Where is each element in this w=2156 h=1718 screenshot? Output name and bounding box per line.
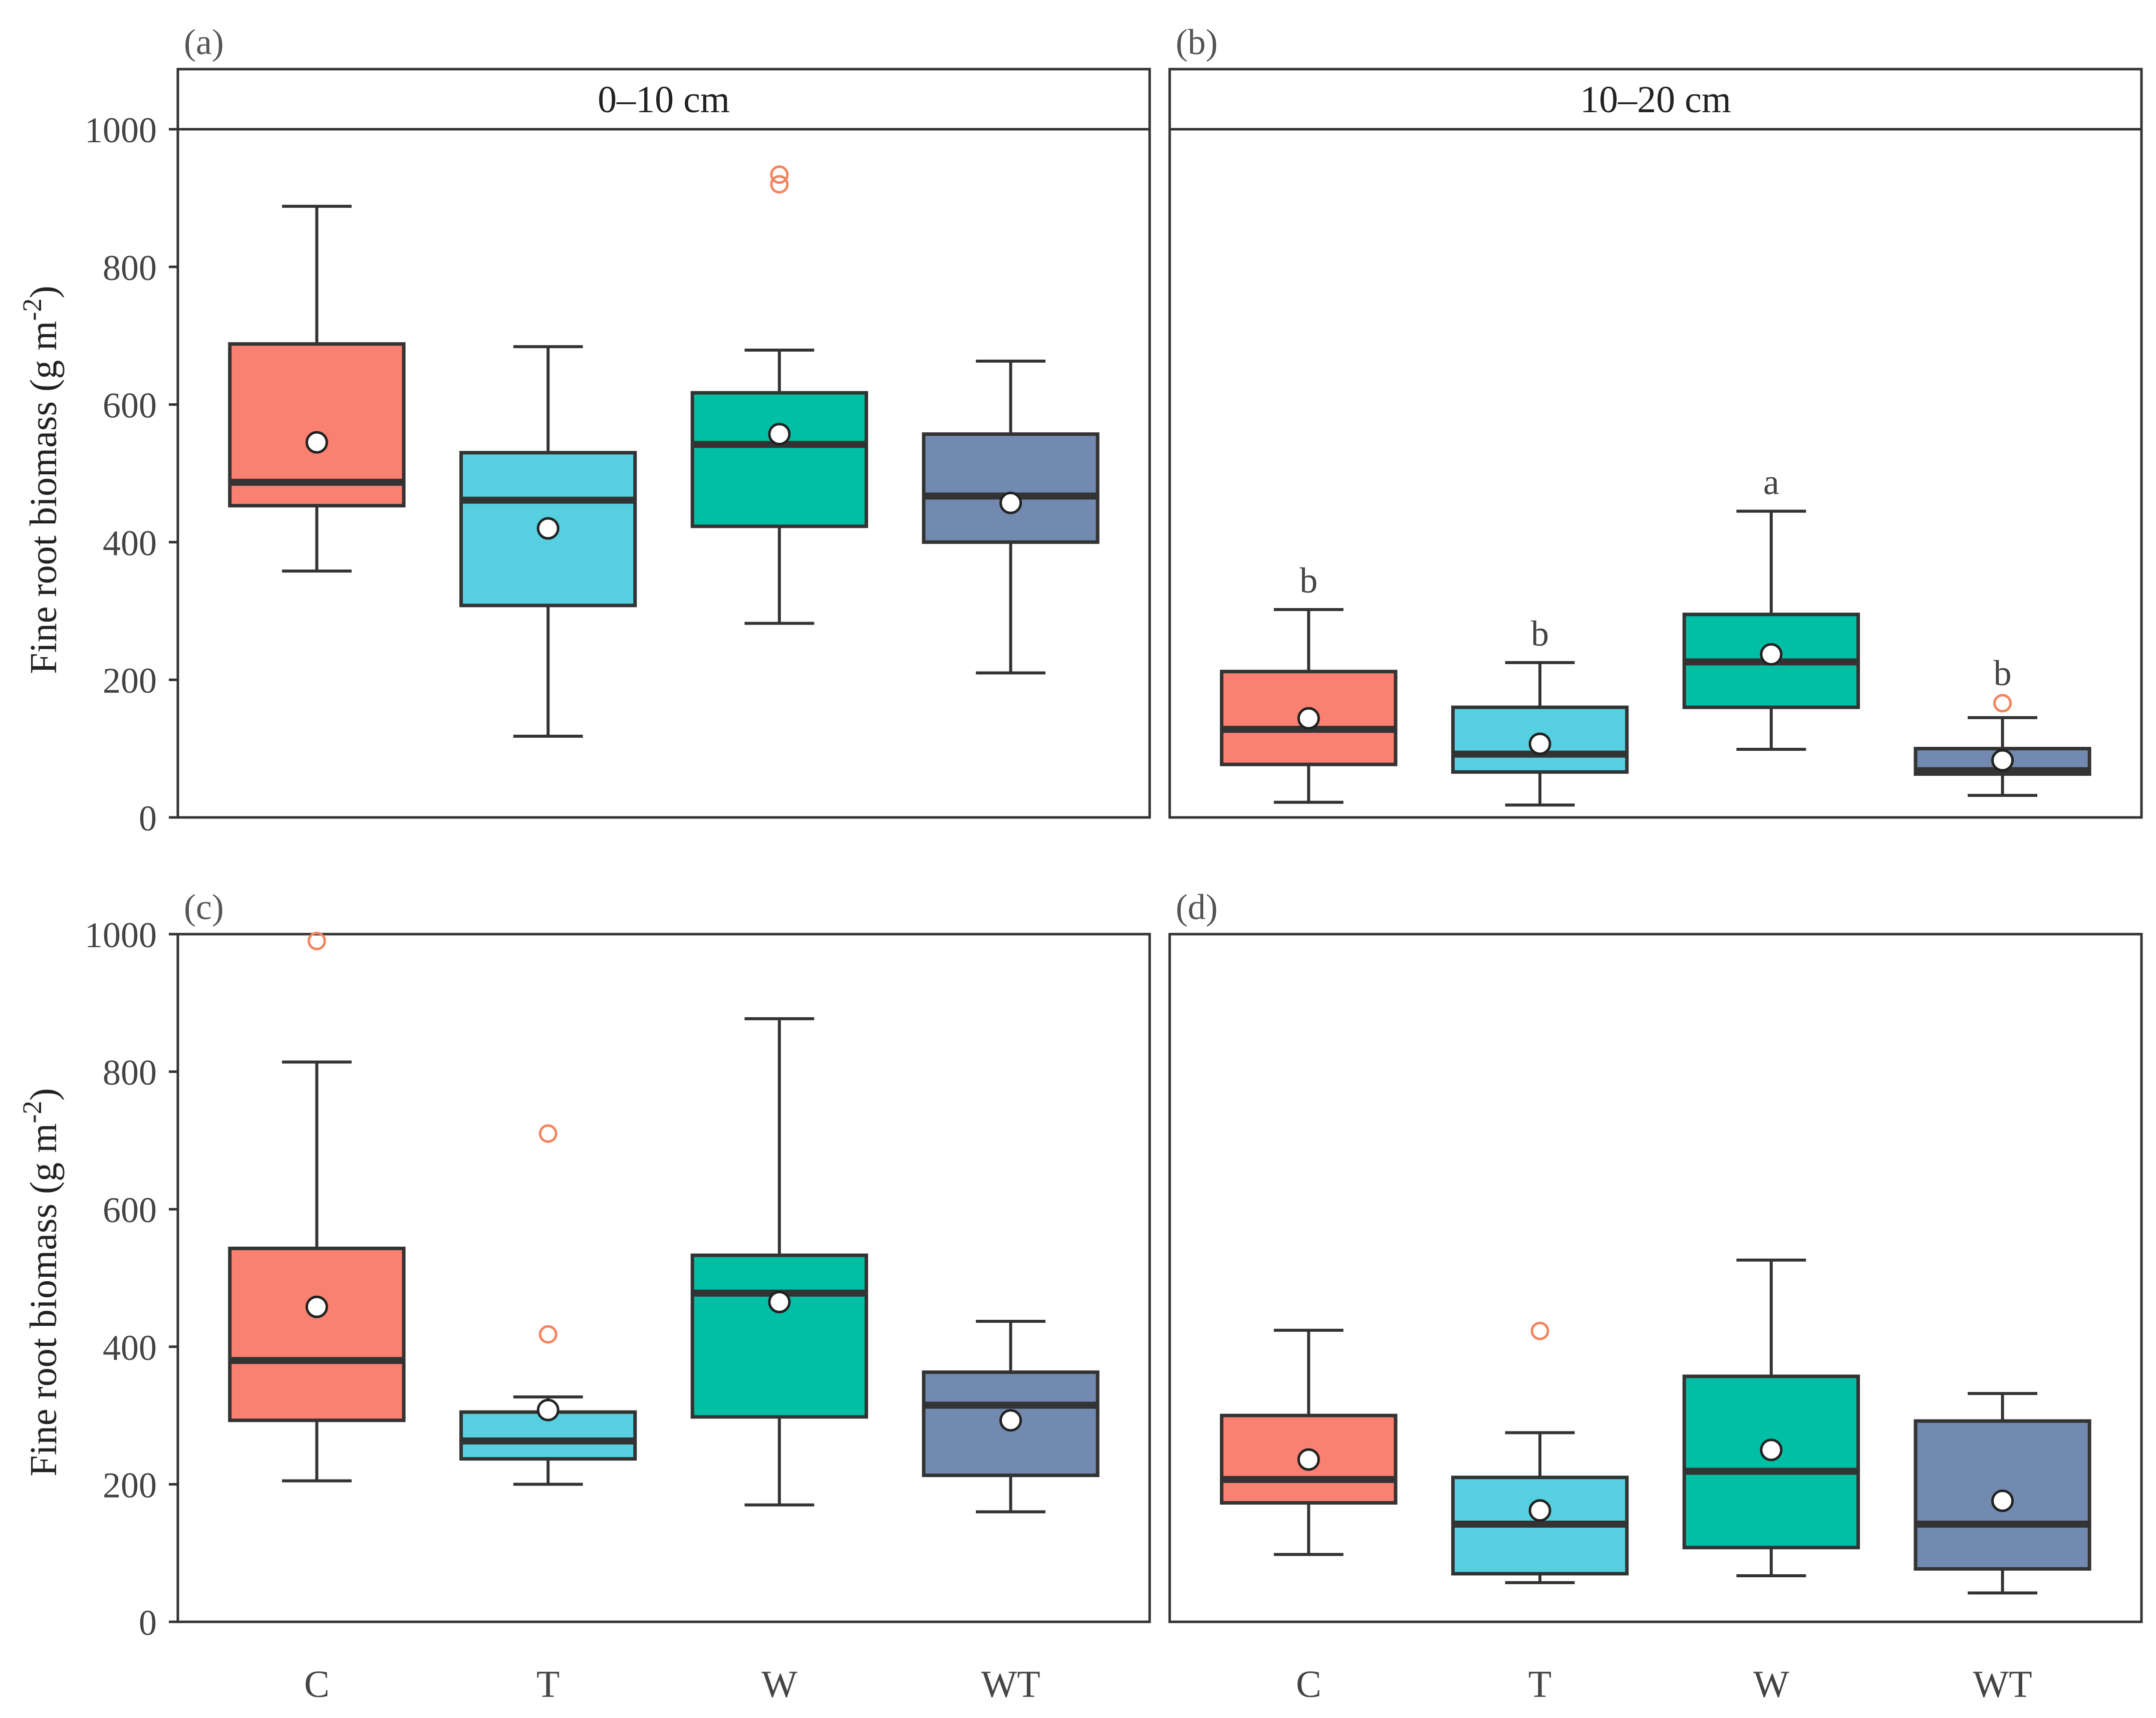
- panels-layer: (a) 0–10 cm 0 200 400 600 800 1000 (b) 10–20 cm b b…: [85, 22, 2143, 1705]
- y-axis-label-top: Fine root biomass (g m-2): [17, 285, 65, 674]
- mean-point: [305, 431, 328, 454]
- y-tick-label: 200: [103, 661, 157, 701]
- mean-point: [1528, 1499, 1551, 1522]
- panel-label: (b): [1176, 22, 1218, 62]
- panel-4: (d) C T W WT: [1168, 887, 2143, 1705]
- box-T: b: [1451, 614, 1629, 807]
- mean-point: [999, 491, 1022, 514]
- y-tick-label: 600: [103, 1190, 157, 1230]
- box-T: [459, 345, 637, 738]
- y-tick-label: 400: [103, 523, 157, 563]
- x-tick-label: W: [761, 1663, 797, 1705]
- box-C: [228, 932, 406, 1483]
- x-tick-label: C: [1296, 1663, 1321, 1705]
- panel-label: (a): [184, 22, 224, 62]
- mean-point: [1760, 643, 1783, 666]
- box-W: [690, 165, 868, 625]
- x-tick-label: T: [536, 1663, 560, 1705]
- mean-point: [768, 423, 791, 446]
- box-WT: b: [1914, 653, 2091, 797]
- x-tick-label: T: [1528, 1663, 1551, 1705]
- box-C: [1220, 1328, 1398, 1556]
- x-tick-label: C: [304, 1663, 330, 1705]
- outlier-point: [307, 932, 326, 951]
- box-WT: [922, 360, 1100, 675]
- mean-point: [999, 1409, 1022, 1432]
- box-iqr: [690, 391, 868, 528]
- box-T: [459, 1124, 637, 1486]
- box-WT: [1914, 1392, 2091, 1595]
- y-tick-label: 200: [103, 1465, 157, 1505]
- significance-letter: b: [1994, 653, 2012, 693]
- outlier-point: [770, 165, 789, 184]
- box-W: a: [1682, 462, 1860, 751]
- y-tick-label: 400: [103, 1328, 157, 1368]
- panel-1: (a) 0–10 cm 0 200 400 600 800 1000: [85, 22, 1151, 838]
- panel-label: (c): [184, 887, 224, 927]
- y-tick-label: 1000: [85, 915, 157, 955]
- significance-letter: b: [1299, 560, 1317, 601]
- x-tick-label: WT: [981, 1663, 1040, 1705]
- x-tick-label: W: [1753, 1663, 1789, 1705]
- panel-frame: [176, 128, 1151, 819]
- panel-frame: [1168, 933, 2143, 1623]
- panel-2: (b) 10–20 cm b b a b: [1168, 22, 2143, 819]
- mean-point: [1528, 732, 1551, 755]
- box-iqr: [690, 1253, 868, 1419]
- box-T: [1451, 1321, 1629, 1584]
- mean-point: [1297, 1448, 1320, 1471]
- mean-point: [536, 1398, 560, 1421]
- outlier-point: [1530, 1321, 1549, 1340]
- box-WT: [922, 1319, 1100, 1514]
- mean-point: [1297, 707, 1320, 730]
- significance-letter: b: [1531, 614, 1549, 654]
- box-iqr: [228, 1246, 406, 1422]
- strip-label: 10–20 cm: [1580, 79, 1731, 121]
- box-W: [1682, 1258, 1860, 1578]
- mean-point: [1991, 749, 2014, 772]
- y-tick-label: 600: [103, 386, 157, 426]
- box-iqr: [228, 342, 406, 508]
- y-tick-label: 800: [103, 248, 157, 288]
- significance-letter: a: [1763, 462, 1779, 502]
- panel-3: (c) 0 200 400 600 800 1000 C T W WT: [85, 887, 1151, 1705]
- box-C: b: [1220, 560, 1398, 804]
- outlier-point: [538, 1325, 558, 1344]
- box-W: [690, 1017, 868, 1507]
- strip-label: 0–10 cm: [598, 79, 730, 121]
- y-axis-label-bottom: Fine root biomass (g m-2): [17, 1088, 65, 1476]
- mean-point: [1991, 1489, 2014, 1512]
- panel-frame: [1168, 128, 2143, 819]
- x-tick-label: WT: [1973, 1663, 2032, 1705]
- mean-point: [305, 1295, 328, 1318]
- mean-point: [1760, 1439, 1783, 1462]
- strip-box: [176, 68, 1151, 131]
- box-iqr: [922, 432, 1100, 544]
- y-tick-label: 0: [139, 1603, 157, 1643]
- outlier-point: [770, 175, 789, 194]
- y-tick-label: 800: [103, 1053, 157, 1093]
- box-C: [228, 204, 406, 573]
- box-iqr: [1682, 1374, 1860, 1550]
- mean-point: [768, 1291, 791, 1314]
- panel-frame: [176, 933, 1151, 1623]
- outlier-point: [538, 1124, 558, 1143]
- y-tick-label: 0: [139, 798, 157, 838]
- box-iqr: [1451, 705, 1629, 774]
- mean-point: [536, 517, 560, 540]
- outlier-point: [1993, 694, 2012, 713]
- panel-label: (d): [1176, 887, 1218, 927]
- y-tick-label: 1000: [85, 110, 157, 150]
